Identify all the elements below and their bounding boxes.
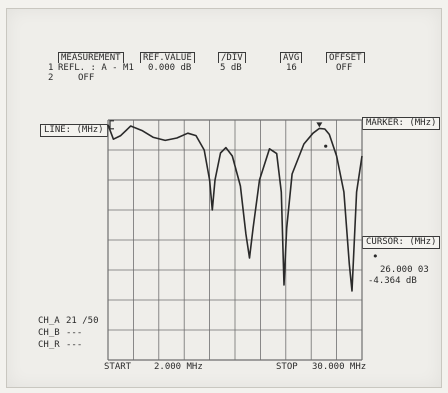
cursor-level: -4.364 dB [368,276,417,286]
ch1-number: 1 [48,63,54,73]
start-label: START [104,362,132,372]
cursor-point[interactable] [324,144,328,148]
ch1-avg: 16 [286,63,297,73]
cursor-dot-icon: • [372,250,379,263]
trace-start-bracket [109,120,114,130]
reflection-trace [107,124,363,292]
analyzer-screen [6,8,442,388]
ch-a-label: CH_A [38,316,60,326]
ch-r-label: CH_R [38,340,60,350]
marker-icon[interactable] [316,122,323,128]
ch-b-label: CH_B [38,328,60,338]
cursor-frequency: 26.000 03 [380,265,429,275]
offset-header[interactable]: OFFSET [326,52,365,63]
stop-frequency: 30.000 MHz [312,362,367,372]
ch1-measurement: REFL. : A - M1 [58,63,134,73]
ch-r-value: --- [66,340,83,350]
start-frequency: 2.000 MHz [154,362,203,372]
trace-layer [107,120,363,292]
ch-a-value: 21 /50 [66,316,99,326]
ref-value-header[interactable]: REF.VALUE [140,52,195,63]
ch1-ref-value: 0.000 dB [148,63,192,73]
ch1-div: 5 dB [220,63,242,73]
measurement-header[interactable]: MEASUREMENT [58,52,124,63]
ch2-number: 2 [48,73,54,83]
ch2-measurement: OFF [78,73,95,83]
ch1-offset: OFF [336,63,353,73]
avg-header[interactable]: AVG [280,52,303,63]
ch-b-value: --- [66,328,83,338]
line-softkey[interactable]: LINE: (MHz) [40,124,108,137]
plot-grid [107,119,363,361]
div-header[interactable]: /DIV [218,52,246,63]
stop-label: STOP [276,362,298,372]
